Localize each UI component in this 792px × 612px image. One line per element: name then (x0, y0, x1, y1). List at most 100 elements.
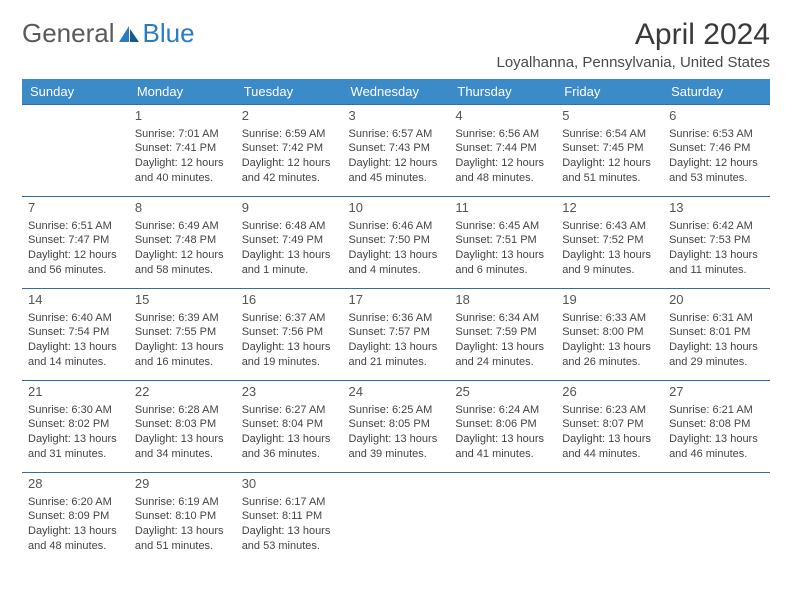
day-number: 19 (562, 291, 657, 309)
daylight-line-2: and 44 minutes. (562, 447, 657, 462)
daylight-line-1: Daylight: 13 hours (562, 432, 657, 447)
sunset-line: Sunset: 7:49 PM (242, 233, 337, 248)
daylight-line-1: Daylight: 12 hours (669, 156, 764, 171)
logo-text-blue: Blue (143, 18, 195, 49)
daylight-line-1: Daylight: 13 hours (28, 524, 123, 539)
sunset-line: Sunset: 7:47 PM (28, 233, 123, 248)
sunset-line: Sunset: 7:55 PM (135, 325, 230, 340)
weekday-header: Friday (556, 79, 663, 105)
calendar-day-cell: 6Sunrise: 6:53 AMSunset: 7:46 PMDaylight… (663, 105, 770, 197)
daylight-line-2: and 51 minutes. (135, 539, 230, 554)
day-number: 25 (455, 383, 550, 401)
day-number: 21 (28, 383, 123, 401)
day-number: 4 (455, 107, 550, 125)
daylight-line-1: Daylight: 13 hours (242, 340, 337, 355)
sunset-line: Sunset: 8:06 PM (455, 417, 550, 432)
sunrise-line: Sunrise: 6:31 AM (669, 311, 764, 326)
sunrise-line: Sunrise: 6:45 AM (455, 219, 550, 234)
daylight-line-1: Daylight: 13 hours (242, 524, 337, 539)
daylight-line-1: Daylight: 13 hours (669, 340, 764, 355)
day-number: 11 (455, 199, 550, 217)
page-title: April 2024 (496, 18, 770, 52)
calendar-day-cell (343, 473, 450, 565)
calendar-day-cell: 26 Sunrise: 6:23 AMSunset: 8:07 PMDayligh… (556, 381, 663, 473)
daylight-line-1: Daylight: 13 hours (455, 340, 550, 355)
daylight-line-1: Daylight: 12 hours (135, 156, 230, 171)
sunset-line: Sunset: 7:59 PM (455, 325, 550, 340)
daylight-line-1: Daylight: 13 hours (135, 524, 230, 539)
day-number: 24 (349, 383, 444, 401)
daylight-line-1: Daylight: 13 hours (135, 340, 230, 355)
sunset-line: Sunset: 7:53 PM (669, 233, 764, 248)
daylight-line-2: and 48 minutes. (28, 539, 123, 554)
daylight-line-1: Daylight: 13 hours (669, 432, 764, 447)
sunrise-line: Sunrise: 6:34 AM (455, 311, 550, 326)
calendar-day-cell (556, 473, 663, 565)
sunrise-line: Sunrise: 6:57 AM (349, 127, 444, 142)
logo-sail-icon (117, 24, 141, 44)
weekday-header: Saturday (663, 79, 770, 105)
daylight-line-2: and 53 minutes. (669, 171, 764, 186)
sunrise-line: Sunrise: 7:01 AM (135, 127, 230, 142)
calendar-day-cell: 29Sunrise: 6:19 AMSunset: 8:10 PMDayligh… (129, 473, 236, 565)
sunset-line: Sunset: 8:00 PM (562, 325, 657, 340)
day-number: 10 (349, 199, 444, 217)
sunrise-line: Sunrise: 6:25 AM (349, 403, 444, 418)
daylight-line-2: and 51 minutes. (562, 171, 657, 186)
daylight-line-1: Daylight: 12 hours (349, 156, 444, 171)
sunrise-line: Sunrise: 6:24 AM (455, 403, 550, 418)
daylight-line-1: Daylight: 13 hours (669, 248, 764, 263)
logo: General Blue (22, 18, 195, 49)
sunrise-line: Sunrise: 6:28 AM (135, 403, 230, 418)
daylight-line-1: Daylight: 13 hours (242, 248, 337, 263)
sunrise-line: Sunrise: 6:23 AM (562, 403, 657, 418)
sunset-line: Sunset: 7:48 PM (135, 233, 230, 248)
day-number: 2 (242, 107, 337, 125)
daylight-line-2: and 11 minutes. (669, 263, 764, 278)
day-number: 20 (669, 291, 764, 309)
daylight-line-2: and 39 minutes. (349, 447, 444, 462)
day-number: 26 (562, 383, 657, 401)
daylight-line-1: Daylight: 13 hours (242, 432, 337, 447)
weekday-header: Wednesday (343, 79, 450, 105)
day-number: 9 (242, 199, 337, 217)
sunset-line: Sunset: 8:03 PM (135, 417, 230, 432)
weekday-header: Sunday (22, 79, 129, 105)
sunrise-line: Sunrise: 6:49 AM (135, 219, 230, 234)
sunrise-line: Sunrise: 6:30 AM (28, 403, 123, 418)
daylight-line-1: Daylight: 13 hours (455, 432, 550, 447)
calendar-day-cell: 19Sunrise: 6:33 AMSunset: 8:00 PMDayligh… (556, 289, 663, 381)
sunrise-line: Sunrise: 6:40 AM (28, 311, 123, 326)
daylight-line-1: Daylight: 12 hours (242, 156, 337, 171)
day-number: 3 (349, 107, 444, 125)
calendar-day-cell (449, 473, 556, 565)
sunrise-line: Sunrise: 6:37 AM (242, 311, 337, 326)
calendar-day-cell: 24Sunrise: 6:25 AMSunset: 8:05 PMDayligh… (343, 381, 450, 473)
sunset-line: Sunset: 7:51 PM (455, 233, 550, 248)
day-number: 1 (135, 107, 230, 125)
day-number: 23 (242, 383, 337, 401)
day-number: 15 (135, 291, 230, 309)
sunset-line: Sunset: 7:56 PM (242, 325, 337, 340)
day-number: 7 (28, 199, 123, 217)
daylight-line-2: and 31 minutes. (28, 447, 123, 462)
sunrise-line: Sunrise: 6:39 AM (135, 311, 230, 326)
daylight-line-2: and 42 minutes. (242, 171, 337, 186)
daylight-line-2: and 53 minutes. (242, 539, 337, 554)
calendar-day-cell: 22Sunrise: 6:28 AMSunset: 8:03 PMDayligh… (129, 381, 236, 473)
day-number: 5 (562, 107, 657, 125)
daylight-line-2: and 6 minutes. (455, 263, 550, 278)
sunrise-line: Sunrise: 6:20 AM (28, 495, 123, 510)
calendar-day-cell: 15 Sunrise: 6:39 AMSunset: 7:55 PMDayligh… (129, 289, 236, 381)
sunrise-line: Sunrise: 6:33 AM (562, 311, 657, 326)
calendar-week-row: 1Sunrise: 7:01 AMSunset: 7:41 PMDaylight… (22, 105, 770, 197)
sunset-line: Sunset: 7:57 PM (349, 325, 444, 340)
daylight-line-1: Daylight: 13 hours (349, 432, 444, 447)
day-number: 8 (135, 199, 230, 217)
calendar-day-cell: 17Sunrise: 6:36 AMSunset: 7:57 PMDayligh… (343, 289, 450, 381)
sunset-line: Sunset: 7:50 PM (349, 233, 444, 248)
calendar-day-cell: 14Sunrise: 6:40 AMSunset: 7:54 PMDayligh… (22, 289, 129, 381)
daylight-line-1: Daylight: 12 hours (562, 156, 657, 171)
sunset-line: Sunset: 8:07 PM (562, 417, 657, 432)
calendar-table: Sunday Monday Tuesday Wednesday Thursday… (22, 79, 770, 565)
